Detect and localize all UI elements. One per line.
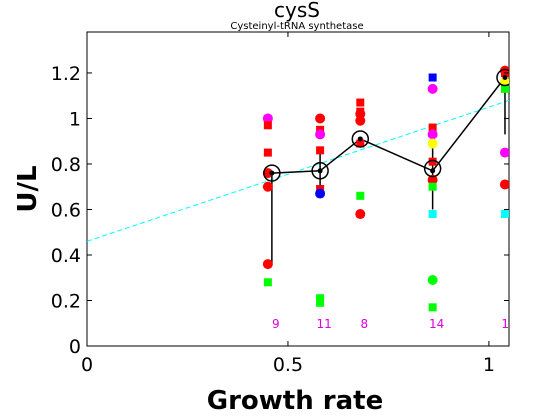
y-tick-label: 1.2 [51, 63, 81, 85]
mean-marker [263, 164, 281, 182]
sample-count-label: 9 [272, 317, 280, 331]
data-point-circle [499, 147, 509, 158]
y-tick-label: 0.8 [51, 154, 81, 176]
data-point-circle [499, 179, 509, 190]
data-point-circle [315, 113, 326, 124]
data-point-square [263, 121, 272, 130]
data-point-circle [315, 188, 326, 199]
mean-marker [423, 159, 442, 178]
sample-count-label: 8 [360, 317, 368, 331]
y-tick-label: 1 [69, 108, 81, 130]
data-point-circle [427, 83, 438, 94]
data-point-square [500, 210, 509, 219]
data-point-square [356, 98, 365, 107]
chart-subtitle: Cysteinyl-tRNA synthetase [230, 21, 363, 32]
mean-marker [311, 162, 329, 180]
median-marker [357, 136, 363, 142]
data-point-square [428, 73, 437, 82]
data-point-square [428, 157, 437, 166]
y-tick-label: 0.6 [51, 199, 81, 221]
data-point-circle [355, 209, 366, 220]
y-tick-label: 0.2 [51, 290, 81, 312]
median-marker [269, 170, 275, 176]
sample-count-label: 10 [501, 317, 516, 331]
sample-count-label: 14 [429, 317, 444, 331]
mean-marker [351, 130, 370, 148]
data-point-square [428, 303, 437, 312]
trend-line [87, 99, 509, 242]
plot-layer: 9 11 8 14 10 [87, 65, 516, 331]
data-point-circle [427, 129, 438, 140]
tick-layer: 0 0.5 1 0 0.2 0.4 0.6 0.8 1 1.2 [51, 32, 509, 376]
median-marker [317, 168, 323, 174]
data-point-square [356, 191, 365, 200]
data-point-square [500, 84, 509, 93]
data-point-square [316, 298, 325, 307]
data-point-square [428, 182, 437, 191]
mean-marker [496, 68, 509, 87]
data-point-circle [262, 168, 273, 179]
x-tick-label: 1 [483, 354, 495, 376]
data-point-square [316, 294, 325, 303]
data-point-circle [262, 113, 273, 124]
data-point-circle [427, 275, 438, 286]
median-marker [502, 75, 508, 81]
x-tick-label: 0 [81, 354, 93, 376]
y-tick-label: 0 [69, 336, 81, 358]
data-point-circle [315, 129, 326, 140]
data-point-square [263, 148, 272, 157]
data-point-circle [427, 138, 438, 149]
data-point-square [428, 123, 437, 132]
data-point-square [428, 210, 437, 219]
data-point-square [263, 278, 272, 287]
x-tick-label: 0.5 [273, 354, 303, 376]
data-point-circle [355, 115, 366, 126]
data-point-circle [262, 181, 273, 192]
y-axis-label: U/L [13, 165, 43, 212]
data-point-circle [262, 259, 273, 270]
plot-area [86, 31, 510, 347]
chart-title: cysS [274, 0, 320, 22]
data-point-circle [427, 174, 438, 185]
median-marker [430, 168, 436, 174]
data-point-square [356, 139, 365, 148]
y-tick-label: 0.4 [51, 245, 81, 267]
x-axis-label: Growth rate [207, 386, 383, 416]
sample-count-label: 11 [316, 317, 331, 331]
data-point-square [316, 146, 325, 155]
